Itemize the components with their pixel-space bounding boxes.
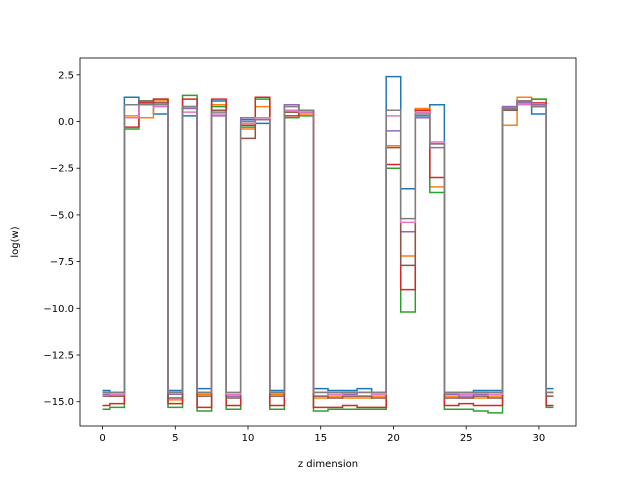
y-tick-label: 2.5 — [58, 70, 74, 81]
x-tick-label: 30 — [533, 433, 546, 444]
plot-frame — [79, 57, 577, 427]
y-tick-label: −5.0 — [50, 210, 74, 221]
y-tick-label: −2.5 — [50, 164, 74, 175]
y-tick-label: −10.0 — [43, 304, 74, 315]
series-line-8 — [102, 100, 554, 394]
x-tick-label: 0 — [99, 433, 105, 444]
x-tick-label: 10 — [242, 433, 255, 444]
x-axis-label: z dimension — [298, 459, 358, 470]
x-tick-label: 15 — [314, 433, 327, 444]
y-tick-label: 0.0 — [58, 117, 74, 128]
y-tick-label: −7.5 — [50, 257, 74, 268]
x-tick-label: 20 — [387, 433, 400, 444]
series-line-4 — [102, 96, 554, 409]
series-layer — [102, 75, 554, 414]
y-tick-label: −12.5 — [43, 351, 74, 362]
x-tick-label: 25 — [460, 433, 473, 444]
series-line-6 — [102, 100, 554, 399]
tick-layer: 0 5 10 15 20 25 30 2.5 0.0 −2.5 −5.0 −7.5 −10.0 −12.5… — [43, 70, 545, 444]
x-tick-label: 5 — [172, 433, 178, 444]
series-line-2 — [102, 96, 554, 401]
y-axis-label: log(w) — [10, 226, 21, 257]
y-tick-label: −15.0 — [43, 397, 74, 408]
